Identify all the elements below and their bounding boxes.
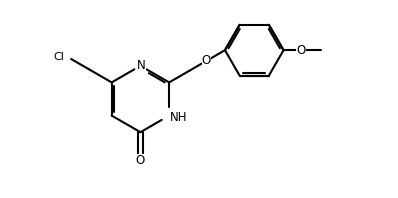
Text: O: O <box>136 154 145 167</box>
Text: NH: NH <box>170 111 188 124</box>
Text: O: O <box>202 54 211 68</box>
Text: O: O <box>297 44 306 57</box>
Text: Cl: Cl <box>53 52 64 62</box>
Text: N: N <box>137 59 146 71</box>
